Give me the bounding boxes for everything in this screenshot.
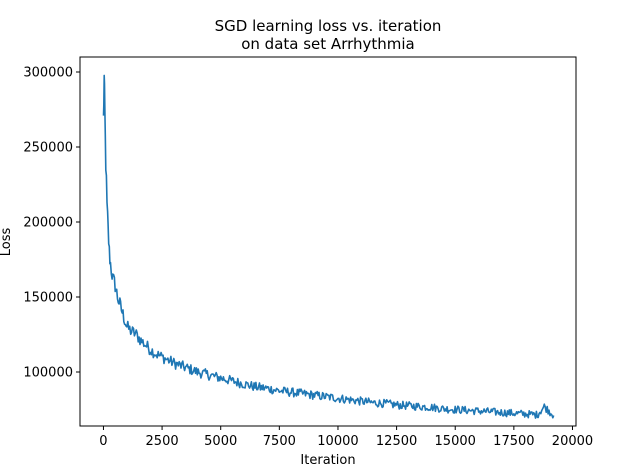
x-tick-label: 10000 xyxy=(317,434,358,449)
x-tick-label: 5000 xyxy=(204,434,237,449)
x-tick-label: 0 xyxy=(99,434,107,449)
y-tick-label: 100000 xyxy=(23,366,73,381)
x-tick-label: 2500 xyxy=(146,434,179,449)
chart-title-line-1: SGD learning loss vs. iteration xyxy=(215,17,442,35)
chart-title-line-2: on data set Arrhythmia xyxy=(241,35,415,53)
y-tick-label: 150000 xyxy=(23,291,73,306)
x-tick-label: 15000 xyxy=(435,434,476,449)
y-tick-label: 250000 xyxy=(23,141,73,156)
x-tick-label: 7500 xyxy=(263,434,296,449)
y-axis-label: Loss xyxy=(0,228,14,257)
y-tick-label: 200000 xyxy=(23,216,73,231)
y-tick-label: 300000 xyxy=(23,66,73,81)
x-axis-label: Iteration xyxy=(300,453,355,468)
x-tick-label: 12500 xyxy=(376,434,417,449)
y-axis-ticks: 100000 150000 200000 250000 300000 xyxy=(23,66,80,381)
x-axis-ticks: 0 2500 5000 7500 10000 12500 15000 17500 20000 xyxy=(99,426,593,449)
loss-series-line xyxy=(102,74,555,419)
x-tick-label: 20000 xyxy=(552,434,593,449)
plot-area xyxy=(79,56,577,427)
x-tick-label: 17500 xyxy=(493,434,534,449)
